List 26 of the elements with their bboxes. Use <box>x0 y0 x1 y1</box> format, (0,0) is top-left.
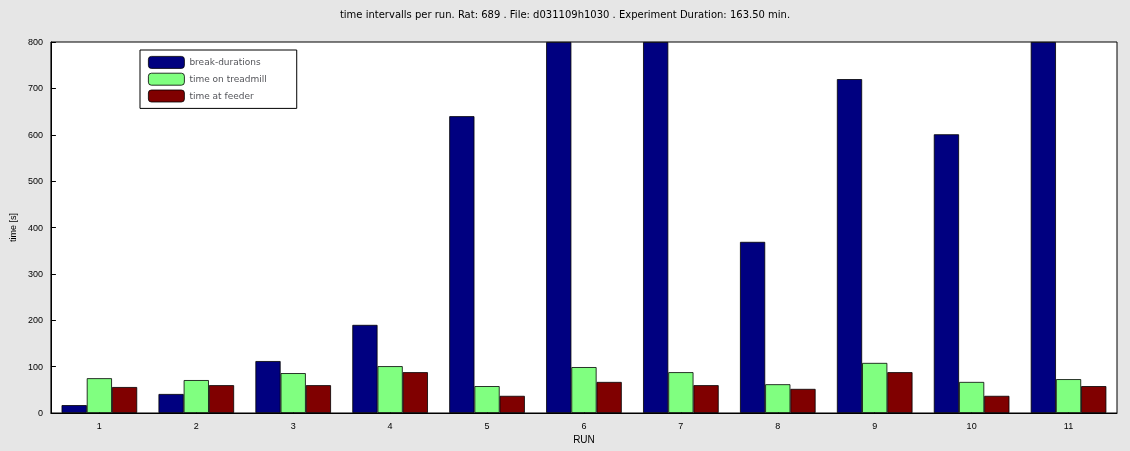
y-tick-label: 800 <box>27 37 43 47</box>
legend-label: time on treadmill <box>189 74 267 85</box>
x-tick-label: 4 <box>387 420 393 431</box>
y-tick-label: 200 <box>27 315 43 326</box>
x-tick-label: 5 <box>484 420 490 431</box>
x-tick-label: 3 <box>290 420 296 431</box>
y-tick-label: 400 <box>27 222 43 233</box>
y-tick-label: 300 <box>27 268 43 279</box>
x-tick-label: 10 <box>966 420 977 431</box>
x-tick-label: 11 <box>1063 420 1074 431</box>
x-axis-title: RUN <box>573 434 595 446</box>
x-tick-label: 9 <box>872 420 878 431</box>
legend-label: time at feeder <box>189 91 254 101</box>
x-tick-label: 7 <box>678 420 684 431</box>
x-tick-label: 6 <box>581 420 587 431</box>
x-tick-label: 1 <box>96 420 102 431</box>
y-tick-label: 0 <box>37 408 43 418</box>
y-tick-label: 100 <box>27 361 43 372</box>
legend-label: break-durations <box>189 57 261 68</box>
y-tick-label: 500 <box>27 176 43 187</box>
y-tick-label: 600 <box>27 129 43 140</box>
x-tick-label: 2 <box>193 420 199 431</box>
chart-title: time intervalls per run. Rat: 689 . File: d031109h1030 . Experiment Duration: 163.50 min. <box>339 8 791 20</box>
x-tick-label: 8 <box>775 420 781 431</box>
y-axis-title: time [s] <box>7 212 18 243</box>
y-tick-label: 700 <box>27 83 43 94</box>
